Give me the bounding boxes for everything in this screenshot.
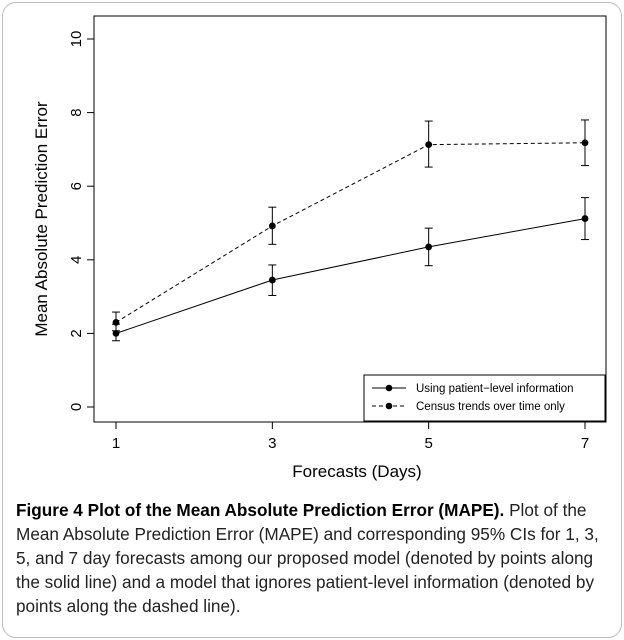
y-axis: 0 2 4 6 8 10 <box>68 31 94 411</box>
legend-marker-dashed <box>385 402 393 410</box>
x-tick-label-7: 7 <box>581 435 589 452</box>
figure-caption: Figure 4 Plot of the Mean Absolute Predi… <box>16 498 610 618</box>
point-patient-day-7 <box>581 215 589 222</box>
caption-label: Figure 4 Plot of the Mean Absolute Predi… <box>16 500 505 520</box>
point-census-day-7 <box>581 139 589 147</box>
point-patient-day-5 <box>425 243 433 251</box>
y-tick-label-10: 10 <box>68 31 85 48</box>
x-tick-label-3: 3 <box>268 435 276 452</box>
series-line-census <box>115 142 586 323</box>
x-axis: 1 3 5 7 <box>112 422 589 452</box>
legend-label-solid: Using patient−level information <box>416 383 574 395</box>
x-tick-label-1: 1 <box>112 435 120 452</box>
legend-marker-solid <box>385 384 393 392</box>
point-patient-day-3 <box>268 276 276 284</box>
point-census-day-1 <box>112 318 120 326</box>
y-tick-label-6: 6 <box>68 182 85 190</box>
caption-text: Plot of the Mean Absolute Prediction Err… <box>16 500 599 616</box>
plot-box <box>93 15 607 423</box>
series-layer <box>112 119 589 342</box>
y-tick-label-2: 2 <box>68 329 85 337</box>
point-patient-day-1 <box>112 330 120 337</box>
legend-label-dashed: Census trends over time only <box>416 401 565 413</box>
y-tick-label-8: 8 <box>68 108 85 116</box>
x-tick-label-5: 5 <box>424 435 432 452</box>
series-line-patient <box>115 218 586 334</box>
y-tick-label-0: 0 <box>68 403 85 411</box>
mape-chart: 0 2 4 6 8 10 1 3 5 7 Mean Absolute Prediction Er… <box>32 15 607 481</box>
point-census-day-5 <box>425 141 433 149</box>
legend-box <box>363 374 606 422</box>
point-census-day-3 <box>268 222 276 230</box>
y-tick-label-4: 4 <box>68 256 85 264</box>
x-axis-title: Forecasts (Days) <box>292 462 421 481</box>
legend: Using patient−level information Census t… <box>363 374 606 422</box>
y-axis-title: Mean Absolute Prediction Error <box>32 101 51 337</box>
